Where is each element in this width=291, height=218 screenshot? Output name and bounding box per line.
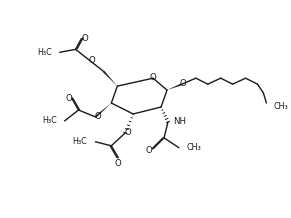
Text: H₃C: H₃C <box>37 48 52 57</box>
Text: O: O <box>146 146 152 155</box>
Text: O: O <box>115 159 122 168</box>
Text: O: O <box>88 56 95 65</box>
Polygon shape <box>167 83 182 90</box>
Text: O: O <box>150 73 157 82</box>
Text: CH₃: CH₃ <box>273 102 288 111</box>
Text: O: O <box>65 94 72 102</box>
Polygon shape <box>95 103 111 118</box>
Text: NH: NH <box>173 118 186 126</box>
Text: O: O <box>81 34 88 43</box>
Text: H₃C: H₃C <box>42 116 57 125</box>
Text: O: O <box>125 128 132 137</box>
Text: O: O <box>94 112 101 121</box>
Text: CH₃: CH₃ <box>187 143 202 152</box>
Polygon shape <box>103 71 117 86</box>
Text: O: O <box>180 79 186 88</box>
Text: H₃C: H₃C <box>73 137 88 146</box>
